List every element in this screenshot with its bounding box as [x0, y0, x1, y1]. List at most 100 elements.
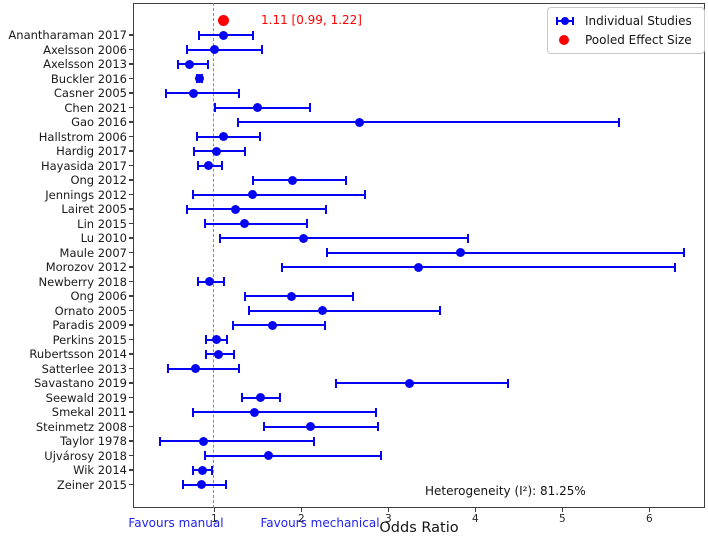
ci-cap-right	[237, 88, 240, 98]
study-label: Perkins 2015	[52, 332, 127, 347]
ci-cap-right	[222, 277, 225, 286]
ci-cap-right	[323, 320, 326, 330]
study-label: Seewald 2019	[45, 390, 127, 405]
study-label: Steinmetz 2008	[35, 419, 127, 434]
point-estimate-dot	[230, 204, 240, 214]
ci-cap-right	[438, 306, 441, 315]
ci-cap-left	[232, 320, 235, 330]
ci-cap-left	[167, 364, 170, 373]
study-label: Maule 2007	[59, 245, 127, 260]
ci-cap-left	[203, 451, 206, 460]
ci-line	[327, 251, 685, 254]
y-axis-tick	[129, 92, 133, 94]
x-axis-tick-label: 2	[297, 513, 305, 525]
y-axis-tick	[129, 411, 133, 413]
study-label: Hallstrom 2006	[38, 129, 127, 144]
point-estimate-dot	[218, 30, 228, 40]
ci-cap-left	[203, 219, 206, 228]
point-estimate-dot	[185, 59, 195, 69]
ci-cap-left	[165, 88, 168, 98]
ci-cap-left	[197, 30, 200, 40]
study-label: Anantharaman 2017	[8, 28, 127, 42]
ci-cap-left	[243, 291, 246, 301]
point-estimate-dot	[188, 88, 198, 98]
point-estimate-dot	[248, 190, 258, 199]
y-axis-tick	[129, 469, 133, 471]
y-axis-tick	[129, 34, 133, 36]
point-estimate-dot	[204, 277, 214, 286]
study-label: Ornato 2005	[54, 303, 127, 318]
legend-label-pooled-effect: Pooled Effect Size	[585, 33, 692, 47]
y-axis-tick	[129, 266, 133, 268]
study-label: Lu 2010	[80, 231, 127, 245]
x-axis-title: Odds Ratio	[379, 520, 459, 536]
y-axis-tick	[129, 483, 133, 486]
study-label: Hardig 2017	[56, 144, 127, 158]
point-estimate-dot	[287, 291, 297, 301]
ci-line	[186, 208, 326, 210]
favours-manual-label: Favours manual	[128, 516, 224, 530]
point-estimate-dot	[355, 117, 365, 127]
point-estimate-dot	[219, 132, 229, 141]
point-estimate-dot	[211, 335, 221, 344]
point-estimate-dot	[288, 175, 298, 185]
y-axis-tick	[129, 309, 133, 312]
ci-cap-left	[248, 306, 251, 315]
ci-line	[237, 121, 619, 123]
ci-cap-right	[683, 248, 686, 257]
point-estimate-dot	[414, 262, 424, 272]
y-axis-tick	[129, 353, 133, 355]
ci-cap-right	[674, 262, 677, 272]
x-axis-tick	[474, 508, 477, 512]
pooled-effect-dot	[218, 15, 230, 26]
study-label: Savastano 2019	[34, 376, 127, 390]
study-label: Ong 2006	[70, 289, 127, 303]
study-label: Morozov 2012	[45, 260, 127, 274]
point-estimate-dot	[211, 146, 221, 156]
y-axis-tick	[129, 48, 133, 51]
ci-line	[220, 237, 469, 239]
ci-cap-right	[233, 349, 236, 359]
ci-line	[336, 382, 508, 384]
study-label: Ujvárosy 2018	[44, 448, 127, 463]
ci-cap-right	[207, 59, 210, 69]
y-axis-tick	[129, 208, 133, 210]
study-label: Casner 2005	[53, 86, 127, 100]
heterogeneity-label: Heterogeneity (I²): 81.25%	[425, 484, 586, 498]
ci-cap-right	[376, 422, 379, 431]
ci-cap-right	[252, 30, 255, 40]
point-estimate-dot	[199, 436, 209, 446]
ci-line	[186, 48, 263, 51]
ci-line	[263, 425, 378, 428]
ci-cap-right	[224, 480, 227, 489]
ci-line	[204, 454, 382, 457]
ci-cap-right	[258, 132, 261, 141]
ci-cap-right	[467, 233, 470, 243]
y-axis-tick	[129, 425, 133, 428]
point-estimate-dot	[249, 407, 259, 417]
ci-cap-right	[375, 407, 378, 417]
study-label: Rubertsson 2014	[29, 347, 127, 361]
point-estimate-dot	[456, 248, 466, 257]
study-label: Taylor 1978	[60, 434, 127, 448]
ci-cap-right	[243, 146, 246, 156]
ci-cap-right	[279, 393, 282, 402]
pooled-effect-annotation: 1.11 [0.99, 1.22]	[261, 13, 362, 27]
ci-cap-left	[158, 436, 161, 446]
x-axis-tick	[387, 508, 390, 512]
x-axis-tick-label: 1	[210, 513, 218, 525]
ci-line	[193, 193, 365, 196]
y-axis-tick	[129, 150, 133, 152]
ci-cap-left	[185, 45, 188, 54]
point-estimate-dot	[299, 233, 309, 243]
y-axis-tick	[129, 338, 133, 341]
ci-cap-left	[241, 393, 244, 402]
legend-item-individual-studies: Individual Studies	[554, 13, 697, 29]
x-axis-tick-label: 3	[384, 513, 392, 525]
study-label: Wik 2014	[73, 463, 127, 477]
ci-cap-right	[351, 291, 354, 301]
x-axis-tick-label: 5	[558, 513, 566, 525]
legend-item-pooled-effect: Pooled Effect Size	[554, 32, 697, 48]
ci-cap-right	[324, 204, 327, 214]
